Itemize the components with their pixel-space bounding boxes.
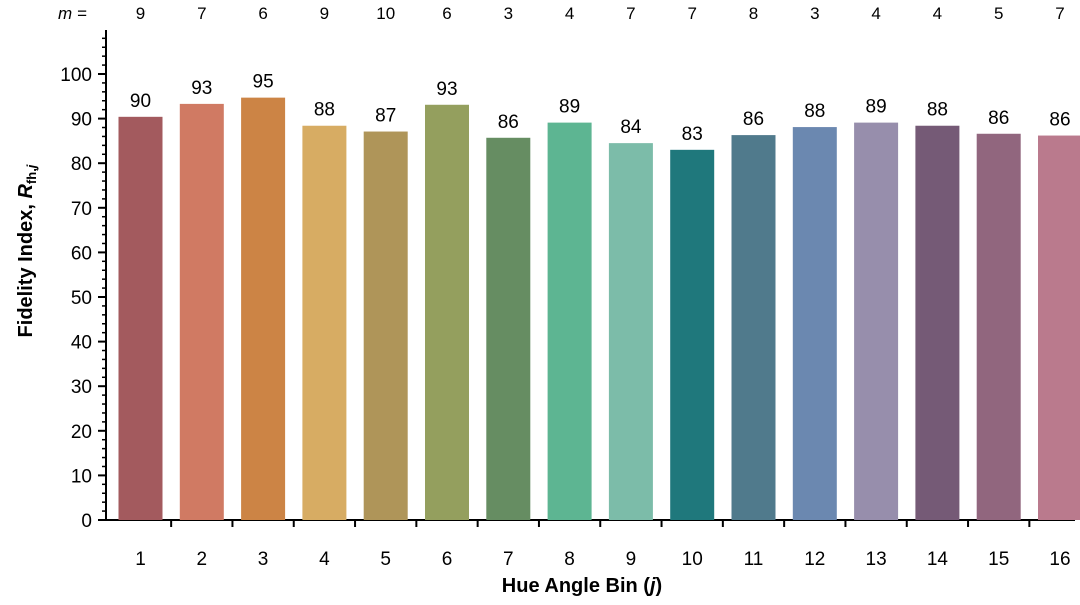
m-value: 7	[687, 4, 696, 23]
bar	[547, 122, 592, 520]
data-label: 86	[1049, 110, 1070, 131]
data-label: 86	[988, 108, 1009, 129]
data-label: 93	[191, 78, 212, 99]
y-tick-label: 70	[71, 199, 92, 220]
m-value: 4	[565, 4, 574, 23]
x-tick-label: 5	[380, 549, 391, 570]
x-axis-title: Hue Angle Bin (j)	[502, 575, 662, 597]
bar	[976, 133, 1021, 520]
m-value: 9	[136, 4, 145, 23]
y-tick-label: 30	[71, 377, 92, 398]
m-value: 5	[994, 4, 1003, 23]
data-label: 88	[314, 100, 335, 121]
m-value: 7	[1055, 4, 1064, 23]
bars-group	[118, 97, 1080, 521]
data-label: 95	[253, 72, 274, 93]
y-tick-label: 80	[71, 154, 92, 175]
x-tick-label: 10	[682, 549, 703, 570]
data-label: 93	[436, 79, 457, 100]
x-tick-label: 2	[197, 549, 208, 570]
bar	[608, 143, 653, 520]
bar	[670, 149, 715, 520]
m-value: 6	[442, 4, 451, 23]
x-tick-label: 12	[804, 549, 825, 570]
m-value: 7	[626, 4, 635, 23]
bar	[118, 116, 163, 520]
bar	[302, 125, 347, 521]
x-axis: 1 2 3 4 5 6 7 8 9 10 11 12 13 14 15 16	[106, 519, 1075, 570]
m-value: 9	[320, 4, 329, 23]
data-label: 89	[866, 97, 887, 118]
x-tick-label: 7	[503, 549, 514, 570]
x-tick-label: 4	[319, 549, 330, 570]
y-tick-label: 100	[60, 65, 92, 86]
bar	[179, 103, 224, 520]
data-label: 86	[498, 112, 519, 133]
y-tick-label: 50	[71, 288, 92, 309]
data-labels-group: 90 93 95 88 87 93 86 89 84 83 86 88 89 88 86 86	[130, 72, 1071, 145]
data-label: 88	[927, 100, 948, 121]
data-label: 90	[130, 91, 151, 112]
data-label: 86	[743, 109, 764, 130]
m-value: 3	[504, 4, 513, 23]
x-tick-label: 8	[564, 549, 575, 570]
x-tick-label: 16	[1049, 549, 1070, 570]
bar	[915, 125, 960, 521]
y-tick-label: 60	[71, 243, 92, 264]
m-value: 4	[871, 4, 880, 23]
data-label: 83	[682, 124, 703, 145]
m-values-row: 9 7 6 9 10 6 3 4 7 7 8 3 4 4 5 7	[136, 4, 1065, 23]
m-value: 8	[749, 4, 758, 23]
y-tick-label: 20	[71, 422, 92, 443]
data-label: 87	[375, 106, 396, 127]
m-value: 10	[376, 4, 395, 23]
bar	[1038, 135, 1080, 520]
y-axis: 0 10 20 30 40 50 60 70 80 90 100	[60, 30, 107, 532]
m-value: 6	[258, 4, 267, 23]
m-value: 7	[197, 4, 206, 23]
data-label: 89	[559, 97, 580, 118]
data-label: 84	[620, 117, 642, 138]
x-tick-label: 3	[258, 549, 269, 570]
y-tick-label: 0	[81, 511, 92, 532]
x-tick-label: 13	[866, 549, 887, 570]
bar	[486, 137, 531, 520]
data-label: 88	[804, 101, 825, 122]
x-tick-label: 1	[135, 549, 146, 570]
bar	[854, 122, 899, 520]
x-tick-label: 11	[744, 549, 764, 570]
y-axis-title: Fidelity Index, Rfh,j	[15, 164, 39, 337]
bar	[363, 131, 408, 520]
m-value: 4	[933, 4, 942, 23]
y-tick-label: 10	[71, 466, 92, 487]
bar	[425, 104, 469, 521]
x-tick-label: 15	[988, 549, 1009, 570]
y-tick-label: 40	[71, 333, 92, 354]
m-value: 3	[810, 4, 819, 23]
m-row-prefix: m =	[58, 4, 87, 23]
bar	[241, 97, 286, 520]
bar	[792, 127, 837, 520]
bar	[731, 135, 776, 521]
y-tick-label: 90	[71, 110, 92, 131]
x-tick-label: 6	[442, 549, 453, 570]
x-tick-label: 14	[927, 549, 949, 570]
x-tick-label: 9	[626, 549, 637, 570]
